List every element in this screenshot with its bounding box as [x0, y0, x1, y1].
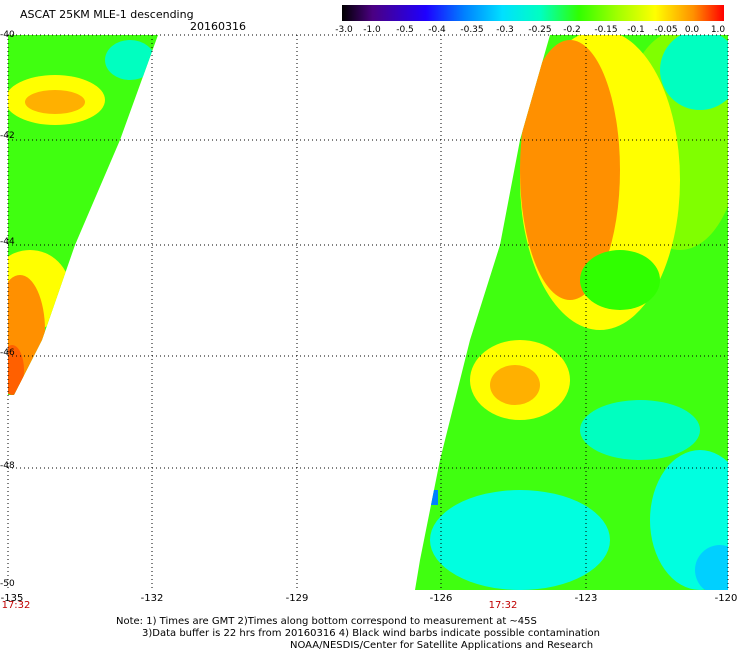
lon-label: -129 — [285, 593, 309, 604]
map-title: ASCAT 25KM MLE-1 descending — [20, 8, 194, 21]
colorbar-label: -0.15 — [594, 25, 618, 35]
lat-label: -46 — [0, 348, 15, 358]
lat-label: -40 — [0, 30, 15, 40]
colorbar-label: 1.0 — [710, 25, 726, 35]
note-line: NOAA/NESDIS/Center for Satellite Applica… — [290, 640, 594, 651]
colorbar-label: -0.2 — [563, 25, 581, 35]
lon-label: -135 — [0, 593, 24, 604]
lon-label: -123 — [574, 593, 598, 604]
colorbar-label: -0.05 — [654, 25, 678, 35]
pass-time: 17:32 — [1, 600, 31, 611]
colorbar-label: 0.0 — [684, 25, 700, 35]
lat-lon-grid — [7, 34, 729, 590]
colorbar-label: -0.35 — [460, 25, 484, 35]
lat-label: -48 — [0, 461, 15, 471]
colorbar-label: -0.4 — [428, 25, 446, 35]
lat-label: -42 — [0, 131, 15, 141]
map-date: 20160316 — [190, 20, 246, 33]
lon-label: -132 — [140, 593, 164, 604]
lon-label: -120 — [714, 593, 738, 604]
colorbar-label: -1.0 — [363, 25, 381, 35]
pass-time: 17:32 — [488, 600, 518, 611]
colorbar-label: -0.1 — [627, 25, 645, 35]
note-line: 3)Data buffer is 22 hrs from 20160316 4)… — [142, 628, 600, 639]
colorbar-label: -0.25 — [528, 25, 552, 35]
note-line: Note: 1) Times are GMT 2)Times along bot… — [116, 616, 537, 627]
right-swath — [415, 35, 728, 590]
lon-label: -126 — [429, 593, 453, 604]
colorbar-label: -3.0 — [335, 25, 353, 35]
left-swath — [8, 35, 158, 395]
colorbar-label: -0.3 — [496, 25, 514, 35]
lat-label: -50 — [0, 579, 15, 589]
colorbar-label: -0.5 — [396, 25, 414, 35]
colorbar — [342, 5, 724, 21]
lat-label: -44 — [0, 237, 15, 247]
